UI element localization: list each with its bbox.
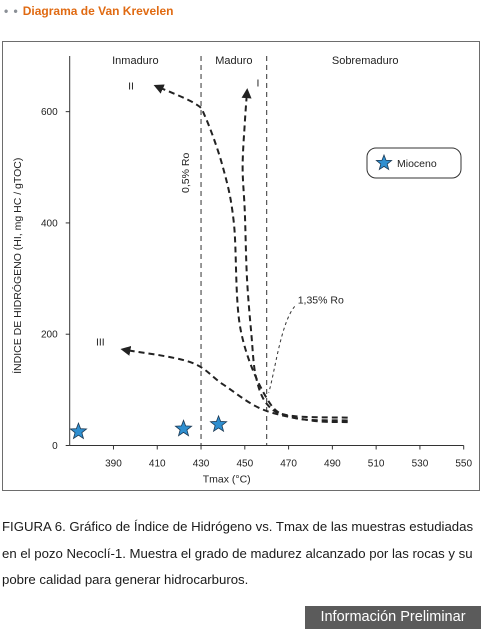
threshold-label: 0,5% Ro bbox=[180, 153, 192, 193]
x-tick-label: 410 bbox=[149, 459, 166, 470]
legend-star-icon bbox=[375, 153, 393, 171]
y-tick-label: 400 bbox=[41, 218, 58, 229]
figure-caption: FIGURA 6. Gráfico de Índice de Hidrógeno… bbox=[2, 519, 474, 587]
kerogen-curve-III bbox=[120, 345, 348, 424]
x-tick-label: 470 bbox=[280, 459, 297, 470]
data-point-star bbox=[174, 419, 193, 437]
x-axis-title: Tmax (°C) bbox=[203, 474, 251, 486]
kerogen-curve-I bbox=[241, 88, 348, 419]
legend-label: Mioceno bbox=[397, 158, 437, 170]
x-tick-label: 490 bbox=[324, 459, 341, 470]
y-tick-label: 200 bbox=[41, 330, 58, 341]
chart-frame: 0 200 400 600 390 410 430 450 470 490 510 530 550 Tma… bbox=[2, 41, 480, 491]
kerogen-label-I: I bbox=[256, 78, 259, 90]
threshold-leader bbox=[268, 306, 296, 393]
header-title: Diagrama de Van Krevelen bbox=[22, 4, 174, 18]
x-tick-label: 530 bbox=[412, 459, 429, 470]
header-dots: • • bbox=[4, 4, 19, 18]
legend-box bbox=[366, 147, 462, 179]
y-tick-label: 600 bbox=[41, 107, 58, 118]
zone-label: Sobremaduro bbox=[332, 55, 399, 67]
figure-header: • • Diagrama de Van Krevelen bbox=[4, 4, 174, 18]
x-tick-label: 550 bbox=[455, 459, 472, 470]
threshold-label: 1,35% Ro bbox=[298, 295, 344, 307]
kerogen-label-II: II bbox=[128, 80, 134, 92]
y-tick-label: 0 bbox=[52, 441, 58, 452]
van-krevelen-chart: 0 200 400 600 390 410 430 450 470 490 510 530 550 Tma… bbox=[11, 55, 472, 486]
preliminary-badge: Información Preliminar bbox=[305, 606, 481, 629]
x-tick-label: 450 bbox=[236, 459, 253, 470]
zone-label: Maduro bbox=[215, 55, 252, 67]
x-tick-label: 430 bbox=[193, 459, 210, 470]
data-point-star bbox=[69, 421, 88, 440]
zone-label: Inmaduro bbox=[112, 55, 158, 67]
x-tick-label: 390 bbox=[105, 459, 122, 470]
kerogen-curve-II bbox=[153, 84, 348, 422]
data-point-star bbox=[209, 414, 228, 433]
x-tick-label: 510 bbox=[368, 459, 385, 470]
kerogen-label-III: III bbox=[96, 336, 105, 348]
y-axis-title: ÍNDICE DE HIDRÓGENO (HI, mg HC / gTOC) bbox=[11, 158, 24, 374]
